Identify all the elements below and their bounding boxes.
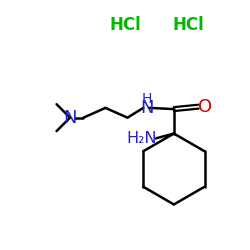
Text: HCl: HCl xyxy=(109,16,141,34)
Text: N: N xyxy=(63,109,77,127)
Text: H: H xyxy=(141,92,152,106)
Text: N: N xyxy=(140,99,154,117)
Text: O: O xyxy=(198,98,212,116)
Text: H₂N: H₂N xyxy=(127,131,157,146)
Text: HCl: HCl xyxy=(173,16,204,34)
